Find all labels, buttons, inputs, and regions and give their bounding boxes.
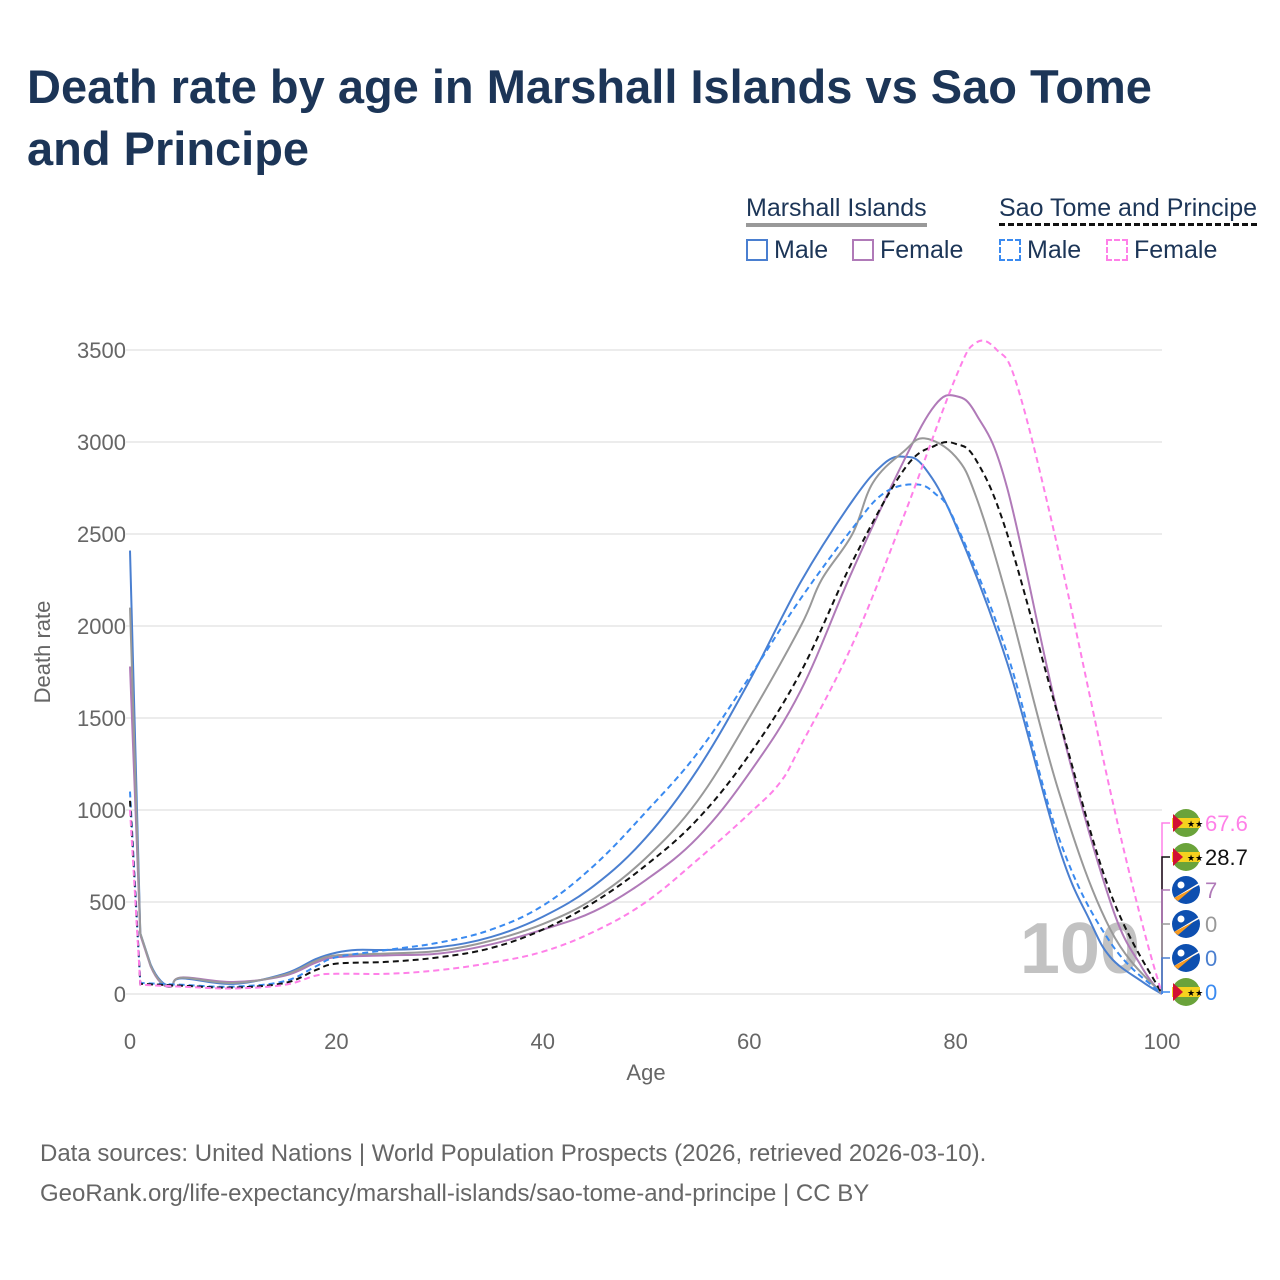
flag-stripe [1174,917,1199,932]
flag-triangle [1173,848,1183,866]
legend-group-marshall: Marshall Islands [746,194,927,227]
flag-triangle [1173,814,1183,832]
y-tick-label: 500 [89,890,126,915]
end-value-label: 0 [1205,912,1217,937]
label-connector [1161,889,1170,994]
y-tick-label: 0 [114,982,126,1007]
y-tick-label: 2000 [77,614,126,639]
flag-stripe [1172,987,1200,997]
legend-swatch [852,239,874,261]
chart-title: Death rate by age in Marshall Islands vs… [27,60,1152,175]
label-connector [1161,856,1170,994]
source-text: Data sources: United Nations | World Pop… [40,1140,987,1167]
flag-star [1177,881,1185,889]
year-annotation: 100 [1020,909,1140,989]
y-tick-label: 1000 [77,798,126,823]
legend-saotome-female[interactable]: Female [1106,236,1217,265]
x-tick-label: 80 [943,1029,967,1054]
end-value-label: 28.7 [1205,845,1248,870]
end-value-label: 0 [1205,946,1217,971]
series-line [129,441,1163,995]
legend-marshall-female[interactable]: Female [852,236,963,265]
end-value-label: 7 [1205,878,1217,903]
series-line [129,437,1163,995]
label-connector [1161,991,1170,994]
y-axis-label: Death rate [30,601,55,704]
flag-marshall-islands-icon [1172,876,1200,904]
y-tick-label: 3000 [77,430,126,455]
legend-swatch [746,239,768,261]
legend-label: Male [774,236,829,264]
source-url[interactable]: GeoRank.org/life-expectancy/marshall-isl… [40,1180,870,1207]
series-line [129,339,1163,995]
legend-group-saotome: Sao Tome and Principe [999,194,1258,226]
x-tick-label: 40 [531,1029,555,1054]
flag-marshall-islands-icon [1172,910,1200,938]
flag-stripe [1174,883,1199,898]
x-axis-label: Age [626,1060,665,1085]
legend-label: Female [880,236,964,264]
flag-star [1177,949,1185,957]
x-tick-label: 60 [737,1029,761,1054]
y-tick-label: 1500 [77,706,126,731]
end-value-label: 67.6 [1205,811,1248,836]
flag-stripe [1174,951,1199,966]
end-value-label: 0 [1205,980,1217,1005]
series-line [129,483,1163,995]
y-tick-label: 2500 [77,522,126,547]
flag-stars: ★★ [1187,853,1203,863]
flag-star [1177,915,1185,923]
legend-swatch [999,239,1021,261]
label-connector [1161,822,1170,994]
legend-swatch [1106,239,1128,261]
legend-label: Male [1027,236,1082,264]
x-tick-label: 100 [1144,1029,1181,1054]
series-line [129,394,1163,995]
x-tick-label: 20 [324,1029,348,1054]
label-connector [1161,957,1170,994]
flag-stars: ★★ [1187,819,1203,829]
flag-marshall-islands-icon [1172,944,1200,972]
flag-triangle [1173,983,1183,1001]
label-connector [1161,923,1170,994]
flag-stripe [1172,818,1200,828]
legend-saotome-male[interactable]: Male [999,236,1081,265]
flag-stripe [1172,852,1200,862]
legend-marshall-male[interactable]: Male [746,236,828,265]
x-tick-label: 0 [124,1029,136,1054]
flag-stars: ★★ [1187,988,1203,998]
legend-label: Female [1134,236,1218,264]
y-tick-label: 3500 [77,338,126,363]
